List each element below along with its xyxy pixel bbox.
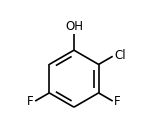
Text: Cl: Cl bbox=[114, 49, 126, 62]
Text: OH: OH bbox=[65, 20, 83, 33]
Text: F: F bbox=[27, 95, 34, 108]
Text: F: F bbox=[114, 95, 121, 108]
